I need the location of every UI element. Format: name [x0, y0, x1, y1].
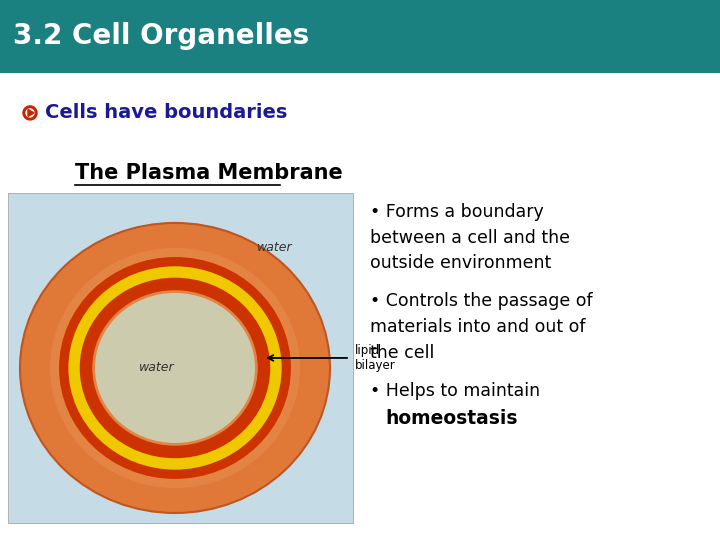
Text: water: water [257, 241, 293, 254]
Ellipse shape [95, 293, 255, 443]
Text: Cells have boundaries: Cells have boundaries [45, 103, 287, 123]
Text: homeostasis: homeostasis [385, 409, 518, 428]
Text: 3.2 Cell Organelles: 3.2 Cell Organelles [13, 23, 309, 50]
Text: lipid
bilayer: lipid bilayer [355, 344, 396, 372]
Text: The Plasma Membrane: The Plasma Membrane [75, 163, 343, 183]
Bar [8, 193, 353, 523]
Ellipse shape [50, 248, 300, 488]
Text: • Helps to maintain: • Helps to maintain [370, 382, 540, 400]
Ellipse shape [20, 223, 330, 513]
Polygon shape [28, 110, 34, 117]
Text: water: water [139, 361, 175, 374]
Text: • Forms a boundary
between a cell and the
outside environment: • Forms a boundary between a cell and th… [370, 203, 570, 272]
Text: • Controls the passage of
materials into and out of
the cell: • Controls the passage of materials into… [370, 292, 593, 362]
Circle shape [26, 109, 34, 117]
Circle shape [23, 106, 37, 120]
